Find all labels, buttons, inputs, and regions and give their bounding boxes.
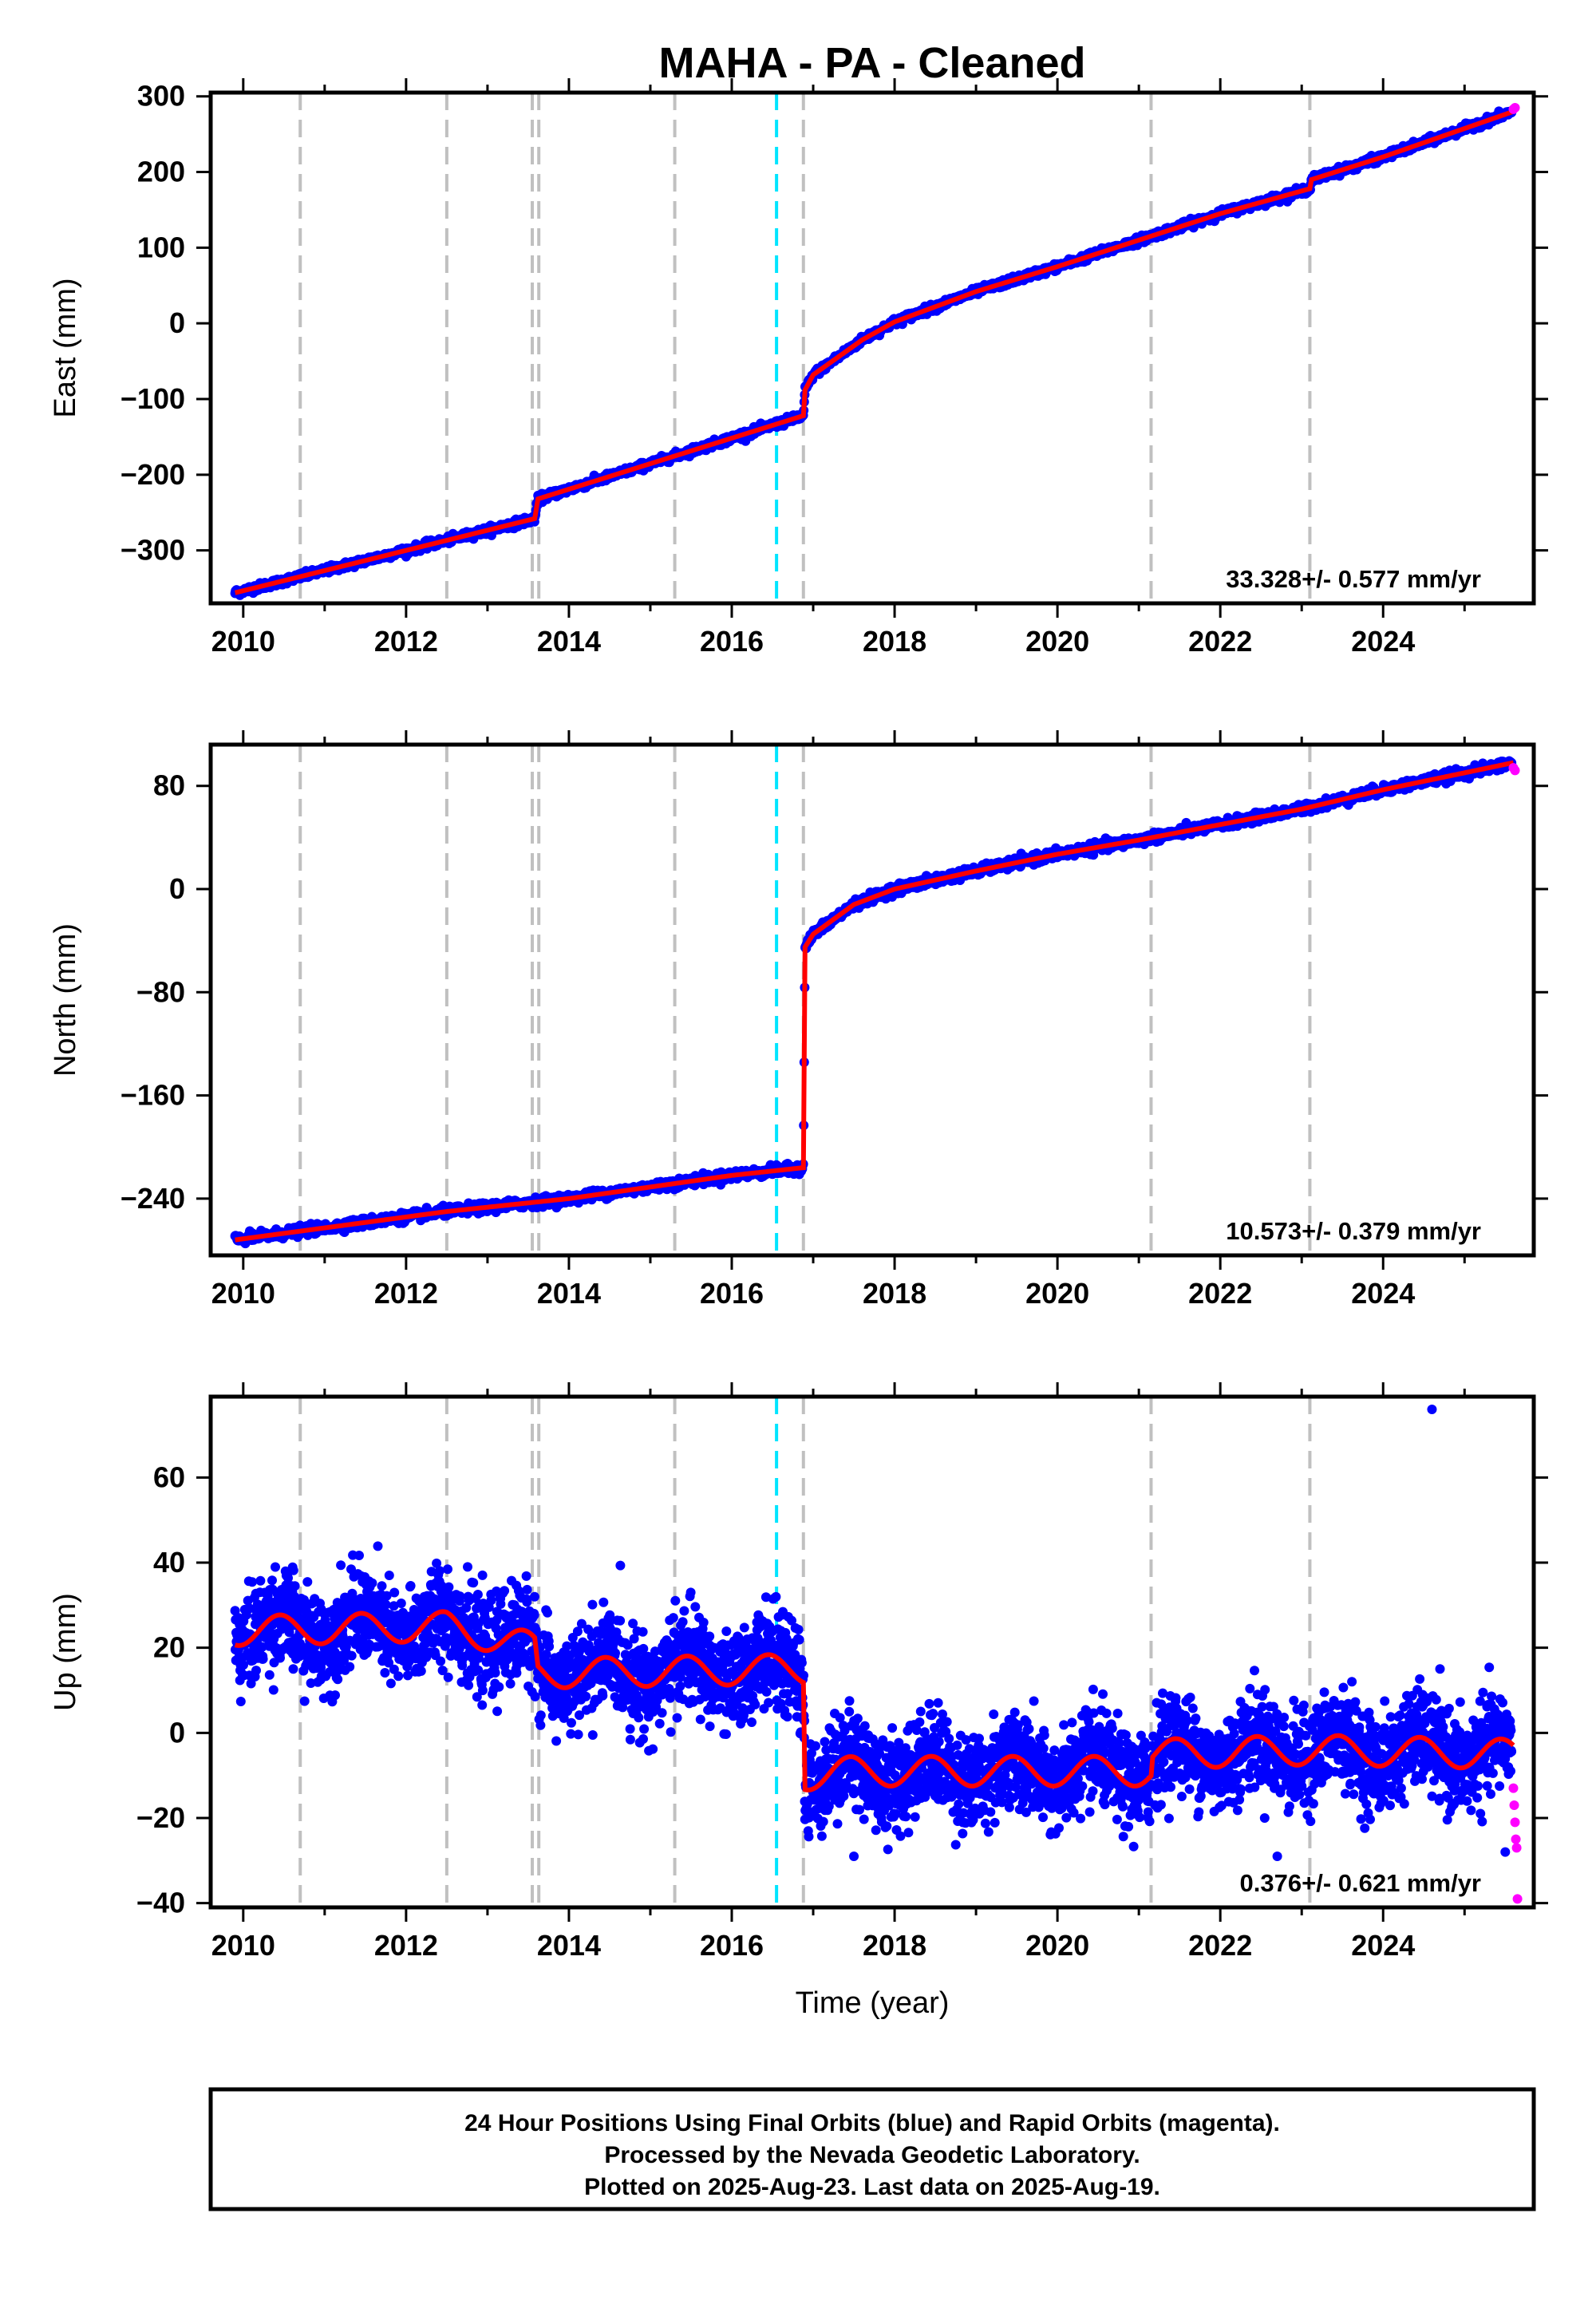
east-rate-label: 33.328+/- 0.577 mm/yr (1226, 565, 1481, 593)
east-y-tick-label: 100 (137, 231, 185, 263)
east-x-tick-label: 2024 (1351, 625, 1415, 658)
east-y-tick-label: 0 (169, 306, 185, 339)
east-frame (208, 90, 1536, 606)
east-y-tick-label: 200 (137, 156, 185, 188)
figure-title: MAHA - PA - Cleaned (658, 39, 1085, 87)
east-rapid-point (1510, 102, 1520, 113)
east-x-tick-label: 2012 (374, 625, 438, 658)
east-y-tick-label: −200 (120, 458, 185, 491)
east-x-tick-label: 2018 (863, 625, 926, 658)
north-final-points (230, 756, 1517, 1249)
east-x-tick-label: 2020 (1025, 625, 1089, 658)
east-y-tick-label: 300 (137, 80, 185, 113)
east-y-tick-label: −100 (120, 382, 185, 415)
east-y-axis-label: East (mm) (49, 278, 82, 417)
north-panel: 2010 2012 2014 2016 2018 2020 2022 2024−240−160… (49, 730, 1548, 1310)
east-final-points (230, 106, 1517, 600)
east-x-tick-label: 2022 (1188, 625, 1252, 658)
east-model-line (235, 109, 1515, 595)
east-x-tick-label: 2016 (700, 625, 764, 658)
east-x-tick-label: 2014 (537, 625, 601, 658)
east-panel: 2010 2012 2014 2016 2018 2020 2022 2024 −300 −200… (49, 78, 1548, 658)
east-x-tick-label: 2010 (211, 625, 275, 658)
east-y-tick-label: −300 (120, 534, 185, 567)
